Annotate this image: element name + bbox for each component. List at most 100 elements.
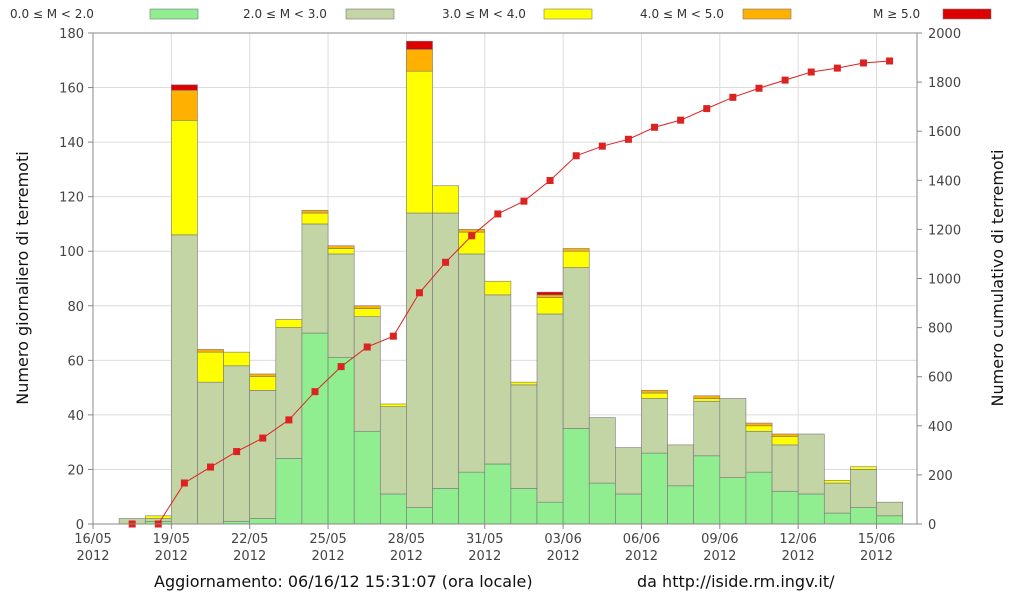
bar-segment: [823, 480, 851, 484]
legend-label: 2.0 ≤ M < 3.0: [243, 7, 327, 21]
source-link[interactable]: da http://iside.rm.ingv.it/: [637, 572, 835, 591]
x-tick-label-date: 16/05: [74, 532, 111, 547]
cumulative-point: [624, 135, 632, 143]
bar-segment: [719, 477, 747, 525]
y-tick-label: 0: [76, 518, 84, 533]
bar-segment: [693, 395, 721, 399]
bar-segment: [615, 493, 642, 525]
bar-segment: [850, 466, 877, 470]
x-tick-label-year: 2012: [312, 549, 345, 564]
legend-label: M ≥ 5.0: [873, 7, 920, 21]
bar-segment: [432, 488, 459, 525]
cumulative-point: [703, 105, 711, 113]
right-axis-ticks: 0 200 400 600 800 1000 1200 1400 1600 1800 2000: [917, 27, 961, 533]
bar-segment: [641, 392, 668, 399]
bar-segment: [301, 332, 329, 525]
y2-tick-label: 0: [928, 518, 936, 533]
legend-label: 3.0 ≤ M < 4.0: [442, 7, 526, 21]
bar-segment: [353, 316, 381, 432]
bar-segment: [667, 485, 694, 525]
cumulative-point: [363, 343, 371, 351]
cumulative-point: [781, 76, 789, 84]
x-tick-label-year: 2012: [625, 549, 658, 564]
stacked-bars: [118, 40, 903, 525]
y-tick-label: 20: [67, 463, 84, 478]
bar-segment: [771, 444, 799, 492]
left-axis-ticks: 0 20 40 60 80 100 120 140 160 180: [59, 27, 93, 533]
y-tick-label: 180: [59, 27, 84, 42]
cumulative-point: [546, 177, 554, 185]
bar-segment: [275, 458, 303, 525]
x-tick-label-year: 2012: [547, 549, 580, 564]
bar-segment: [458, 471, 486, 525]
x-tick-label-year: 2012: [468, 549, 501, 564]
bar-segment: [771, 490, 799, 525]
bar-segment: [223, 351, 251, 367]
bar-segment: [562, 428, 590, 525]
bar-segment: [458, 229, 486, 233]
cumulative-point: [520, 197, 528, 205]
x-tick-label-date: 09/06: [701, 532, 738, 547]
y2-tick-label: 600: [928, 371, 953, 386]
y2-axis-title: Numero cumulativo di terremoti: [988, 150, 1007, 407]
bar-segment: [171, 119, 198, 236]
bar-segment: [719, 398, 747, 478]
bar-segment: [406, 507, 433, 525]
cumulative-point: [677, 116, 685, 124]
bar-segment: [850, 507, 877, 525]
y-tick-label: 60: [67, 354, 84, 369]
x-tick-label-date: 22/05: [231, 532, 268, 547]
bar-segment: [588, 417, 616, 484]
x-tick-label-year: 2012: [155, 549, 188, 564]
bar-segment: [823, 512, 851, 525]
cumulative-point: [285, 416, 293, 424]
y2-tick-label: 1200: [928, 223, 961, 238]
bar-segment: [432, 185, 459, 214]
bar-segment: [667, 444, 694, 487]
cumulative-point: [886, 57, 894, 65]
cumulative-point: [494, 210, 502, 218]
bar-segment: [327, 248, 355, 255]
bar-segment: [562, 250, 590, 268]
bar-segment: [876, 501, 903, 517]
bar-segment: [510, 488, 538, 525]
bar-segment: [144, 515, 172, 519]
bar-segment: [562, 248, 590, 252]
bar-segment: [249, 373, 277, 378]
x-tick-label-date: 06/06: [623, 532, 660, 547]
bar-segment: [797, 493, 825, 525]
bar-segment: [536, 313, 564, 503]
x-tick-label-date: 31/05: [466, 532, 503, 547]
bar-segment: [484, 294, 512, 465]
legend-swatch: [149, 8, 199, 20]
bar-segment: [536, 291, 564, 296]
x-tick-label-date: 25/05: [309, 532, 346, 547]
x-tick-label-year: 2012: [860, 549, 893, 564]
bar-segment: [641, 390, 668, 394]
bar-segment: [536, 294, 564, 298]
bar-segment: [197, 351, 224, 383]
cumulative-point: [415, 289, 423, 297]
cumulative-point: [755, 84, 763, 92]
cumulative-point: [180, 479, 188, 487]
bar-segment: [588, 482, 616, 525]
legend-label: 4.0 ≤ M < 5.0: [640, 7, 724, 21]
bar-segment: [379, 406, 407, 495]
bar-segment: [171, 234, 198, 525]
bar-segment: [641, 398, 668, 454]
x-tick-label-year: 2012: [76, 549, 109, 564]
bar-segment: [771, 436, 799, 446]
cumulative-point: [651, 123, 659, 131]
bar-segment: [615, 447, 642, 495]
bar-segment: [797, 433, 825, 495]
bar-segment: [771, 433, 799, 438]
update-timestamp: Aggiornamento: 06/16/12 15:31:07 (ora lo…: [154, 572, 533, 591]
bar-segment: [327, 245, 355, 249]
legend-swatch: [543, 8, 593, 20]
legend-swatch: [942, 8, 992, 20]
legend-label: 0.0 ≤ M < 2.0: [10, 7, 94, 21]
bar-segment: [850, 469, 877, 508]
x-tick-label-date: 19/05: [153, 532, 190, 547]
y-tick-label: 120: [59, 191, 84, 206]
